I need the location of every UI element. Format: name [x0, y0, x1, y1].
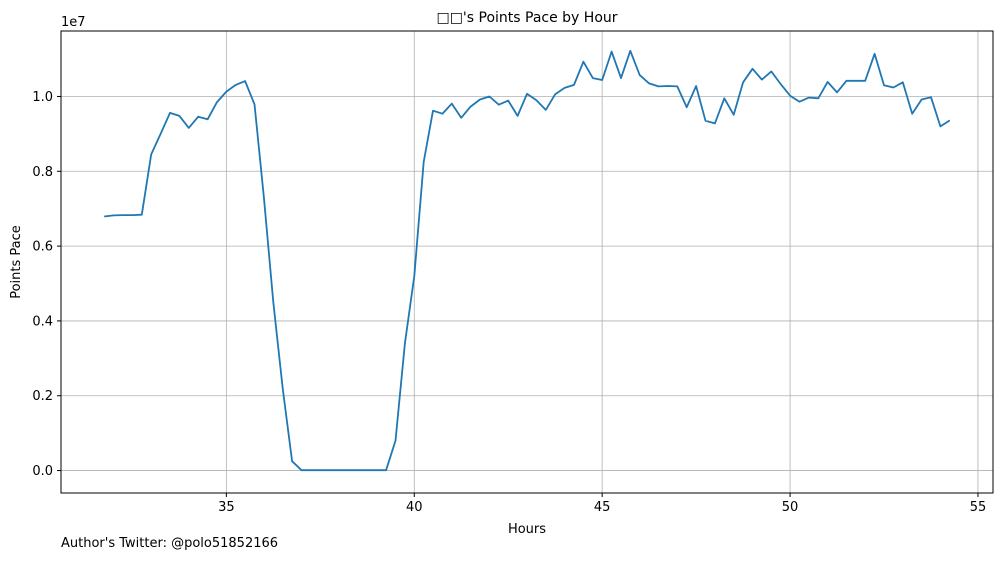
axes-frame: [60, 30, 994, 494]
y-tick-label: 0.8: [32, 165, 53, 180]
y-axis-label: Points Pace: [9, 225, 24, 299]
line-layer: [104, 49, 951, 472]
y-tick-label: 0.4: [32, 314, 53, 329]
x-tick-label: 55: [970, 500, 987, 515]
chart-title: □□'s Points Pace by Hour: [436, 10, 617, 26]
x-tick-label: 40: [406, 500, 423, 515]
y-offset-label: 1e7: [61, 15, 86, 30]
x-tick-label: 45: [594, 500, 611, 515]
y-tick-label: 0.0: [32, 464, 53, 479]
y-tick-label: 0.6: [32, 240, 53, 255]
author-credit: Author's Twitter: @polo51852166: [61, 536, 279, 551]
x-axis-label: Hours: [508, 522, 546, 537]
y-tick-label: 0.2: [32, 389, 53, 404]
ticks: 35 40 45 50 55 0.0 0.2 0.4 0.6 0.8 1.0: [32, 90, 986, 515]
x-tick-label: 50: [782, 500, 799, 515]
y-tick-label: 1.0: [32, 90, 53, 105]
x-tick-label: 35: [218, 500, 235, 515]
series-line: [104, 49, 951, 472]
grid: [61, 31, 993, 493]
